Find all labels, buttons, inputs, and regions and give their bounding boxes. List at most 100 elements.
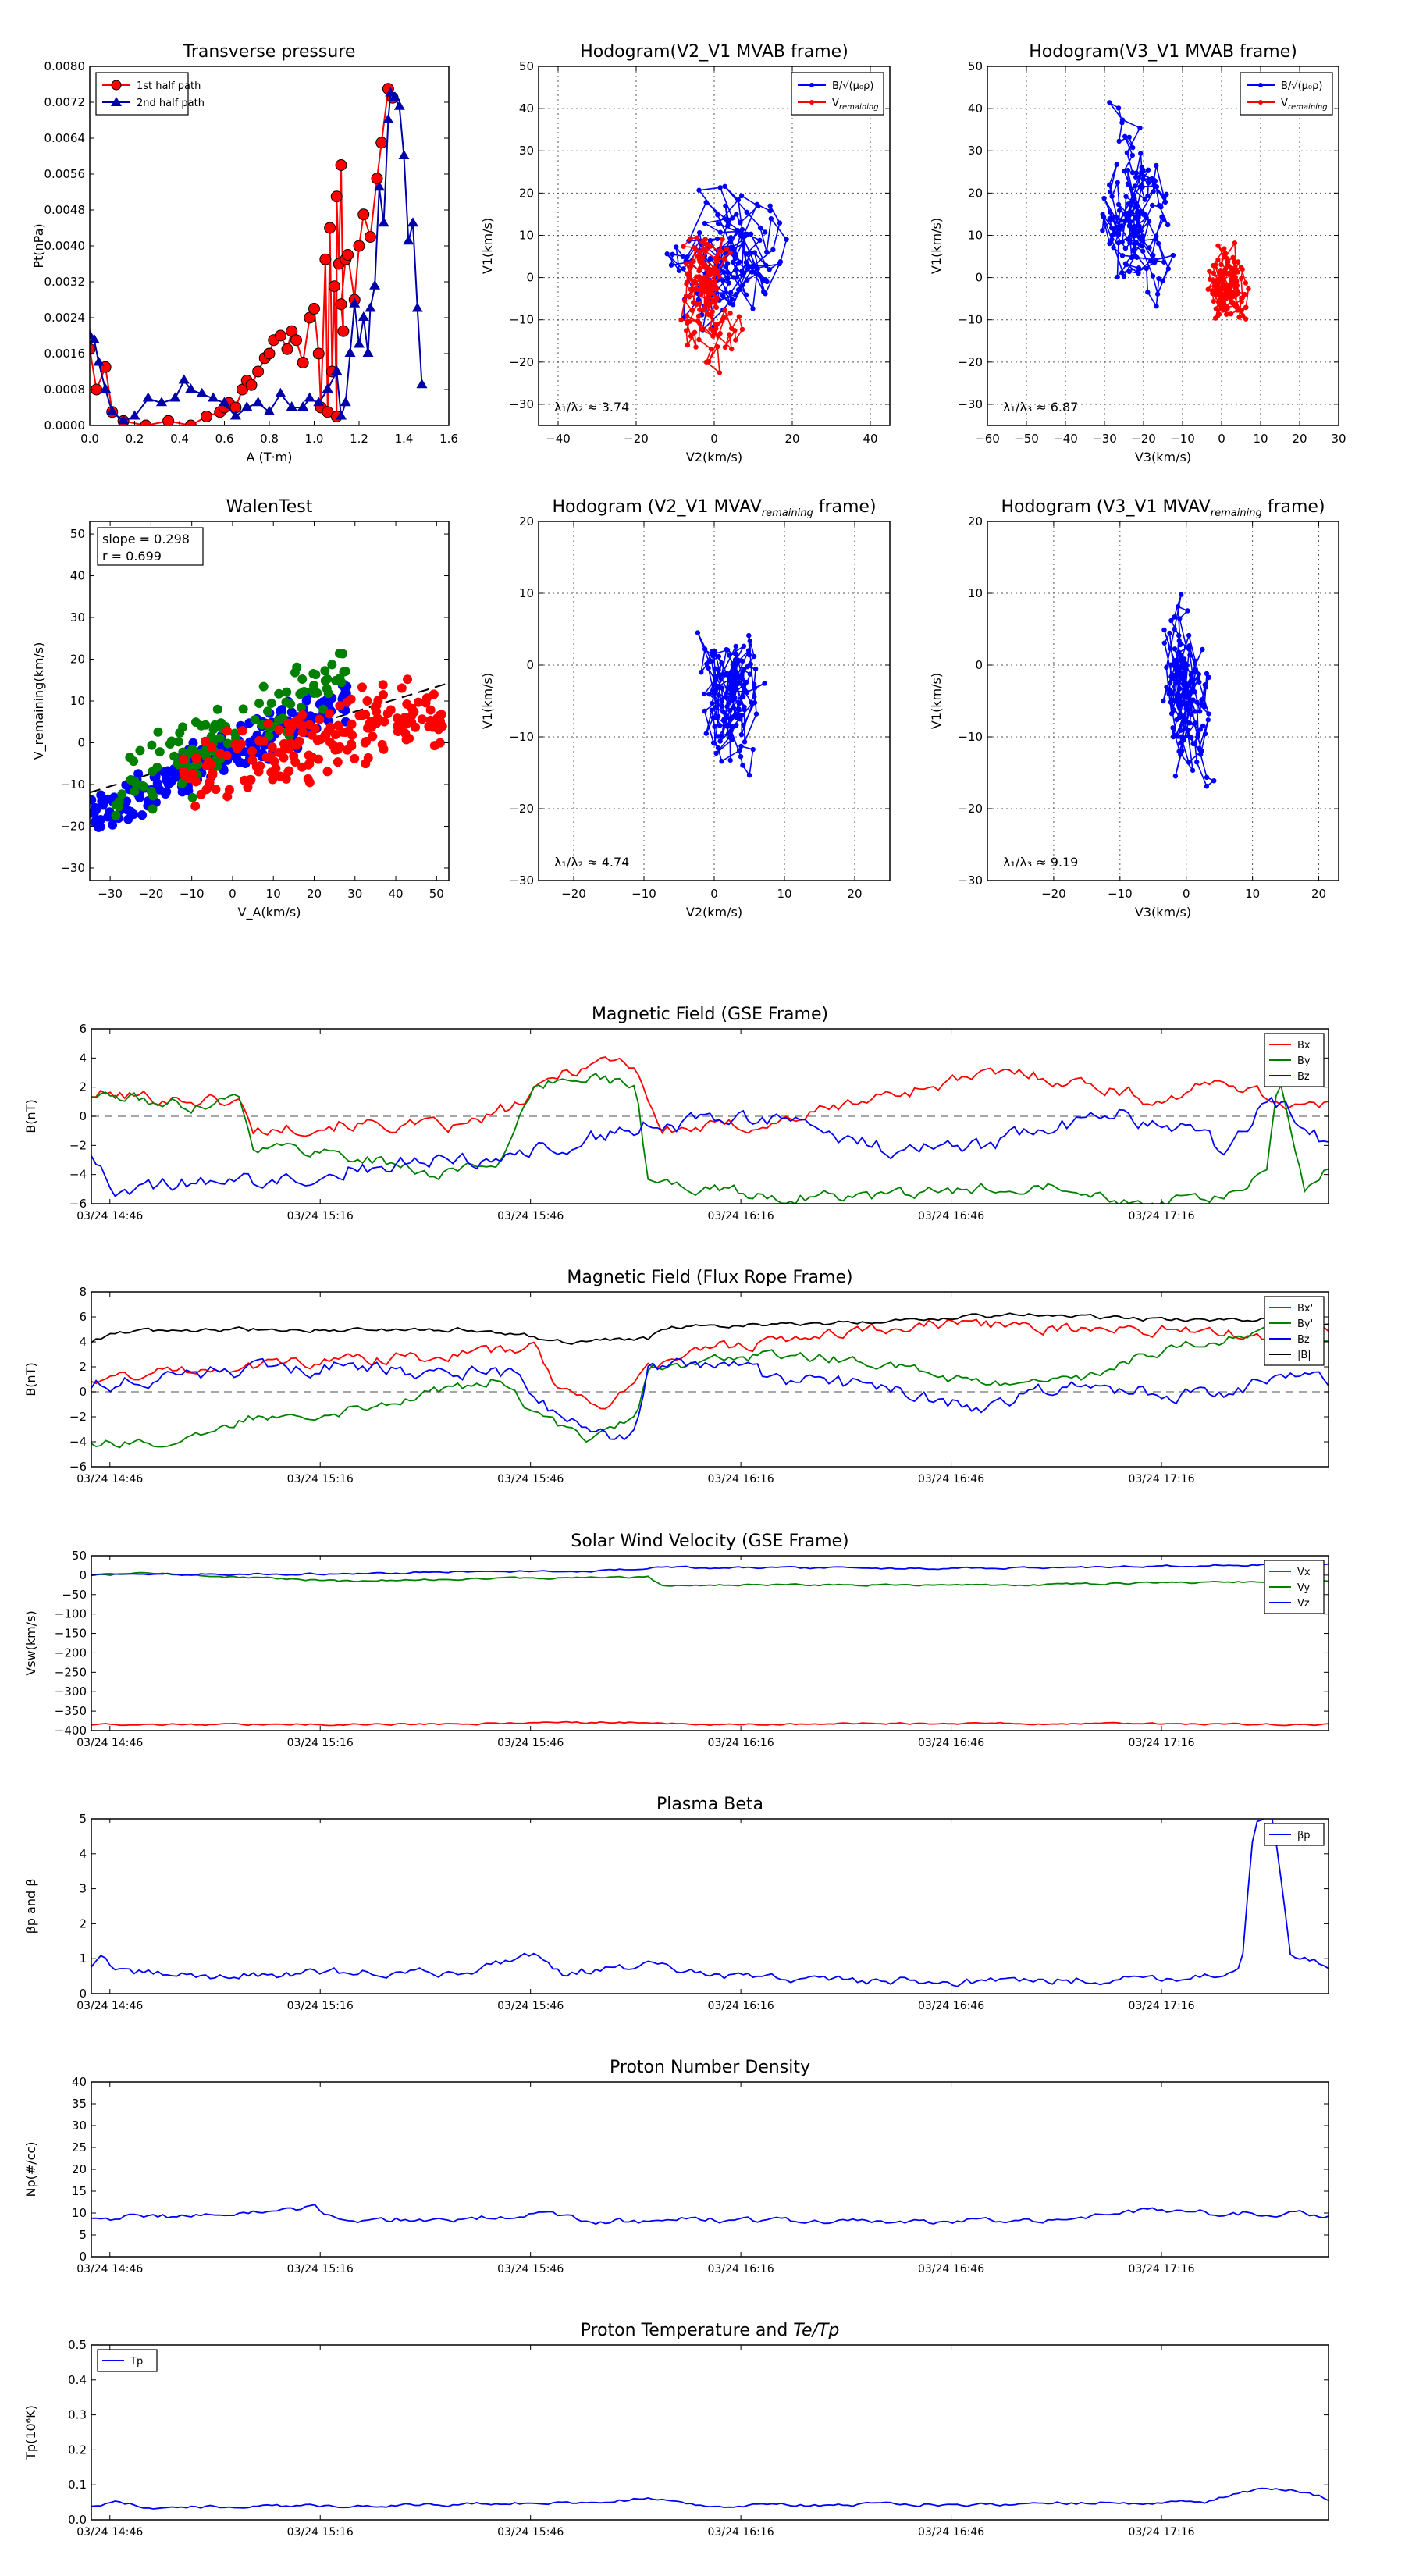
data-point: [1122, 133, 1128, 140]
y-tick-label: 0: [79, 1568, 87, 1582]
y-tick-label: 20: [72, 2162, 87, 2176]
data-point: [362, 696, 372, 706]
series-line: [91, 1357, 1329, 1441]
data-point: [1193, 720, 1198, 726]
legend-label: B/√(μ₀ρ): [1281, 80, 1322, 92]
data-point: [322, 767, 333, 777]
x-tick-label: 0.2: [126, 432, 144, 446]
data-point: [1148, 258, 1154, 264]
data-point: [703, 731, 709, 736]
y-tick-label: −2: [69, 1138, 87, 1152]
data-point: [1132, 183, 1138, 189]
annotation-text: r = 0.699: [102, 549, 162, 564]
data-point: [373, 181, 385, 191]
data-point: [263, 347, 276, 360]
x-tick-label: −20: [561, 887, 586, 901]
data-point: [336, 410, 347, 420]
data-point: [697, 307, 702, 312]
data-point: [1122, 168, 1127, 174]
data-point: [286, 721, 297, 731]
data-point: [735, 197, 742, 203]
data-point: [1108, 189, 1113, 195]
data-point: [768, 215, 774, 222]
data-point: [1156, 202, 1162, 208]
x-tick-label: 03/24 15:16: [287, 1473, 354, 1485]
data-point: [1204, 671, 1210, 677]
data-point: [1181, 718, 1186, 724]
y-tick-label: −20: [509, 355, 534, 369]
legend: βp: [1264, 1823, 1325, 1846]
chart-title: Magnetic Field (GSE Frame): [592, 1005, 828, 1024]
y-tick-label: −4: [69, 1435, 87, 1449]
data-point: [241, 401, 253, 411]
y-axis-label: V1(km/s): [480, 218, 495, 274]
x-tick-label: 03/24 16:16: [708, 2000, 774, 2012]
data-point: [695, 286, 700, 293]
data-point: [1197, 752, 1204, 757]
data-point: [330, 190, 343, 203]
data-point: [1189, 712, 1194, 717]
y-tick-label: 50: [519, 59, 534, 73]
plot-frame: [987, 521, 1339, 881]
data-point: [1130, 192, 1136, 197]
data-point: [717, 723, 723, 728]
data-point: [738, 220, 743, 226]
data-point: [1166, 691, 1172, 697]
data-point: [350, 753, 360, 763]
y-tick-label: 0.0024: [44, 311, 86, 325]
data-point: [738, 286, 743, 292]
data-point: [155, 747, 165, 757]
data-point: [1126, 223, 1133, 229]
data-point: [731, 687, 737, 692]
data-point: [1116, 138, 1122, 144]
y-tick-label: −10: [958, 730, 983, 744]
data-point: [688, 236, 693, 241]
data-point: [1125, 237, 1130, 242]
data-point: [739, 272, 745, 278]
data-point: [738, 193, 745, 199]
data-point: [719, 759, 724, 764]
data-point: [1142, 197, 1148, 202]
data-point: [719, 685, 724, 691]
data-point: [754, 201, 760, 207]
data-point: [1200, 646, 1205, 653]
data-point: [1222, 251, 1229, 256]
data-point: [320, 666, 330, 676]
plot-area: [90, 83, 428, 425]
data-point: [1161, 259, 1167, 265]
data-point: [714, 699, 720, 705]
data-point: [719, 697, 724, 703]
x-axis-label: V3(km/s): [1135, 905, 1191, 920]
data-point: [763, 276, 768, 283]
data-point: [767, 267, 772, 272]
data-point: [311, 670, 321, 680]
data-point: [706, 283, 712, 289]
data-point: [153, 727, 163, 737]
y-tick-label: −10: [958, 313, 983, 327]
data-point: [1240, 313, 1246, 318]
data-point: [1199, 697, 1204, 703]
data-point: [1179, 653, 1184, 658]
data-point: [720, 237, 725, 242]
data-point: [702, 220, 708, 226]
data-point: [702, 283, 707, 289]
data-point: [685, 254, 690, 260]
data-point: [411, 302, 423, 312]
data-point: [739, 671, 745, 678]
data-point: [1114, 162, 1119, 167]
data-point: [1225, 306, 1230, 311]
data-point: [1129, 169, 1136, 176]
data-point: [713, 286, 720, 292]
data-point: [696, 229, 702, 236]
y-tick-label: −200: [55, 1646, 87, 1660]
data-point: [750, 306, 756, 311]
data-point: [224, 785, 234, 795]
data-point: [730, 302, 736, 308]
data-point: [382, 114, 394, 123]
chart-title: Magnetic Field (Flux Rope Frame): [567, 1268, 852, 1287]
data-point: [685, 271, 690, 276]
data-point: [708, 290, 714, 296]
chart-hodo_rv2: Hodogram (V2_V1 MVAVremaining frame) −30 −…: [480, 497, 891, 920]
data-point: [685, 342, 691, 348]
series-line: [91, 1096, 1329, 1197]
